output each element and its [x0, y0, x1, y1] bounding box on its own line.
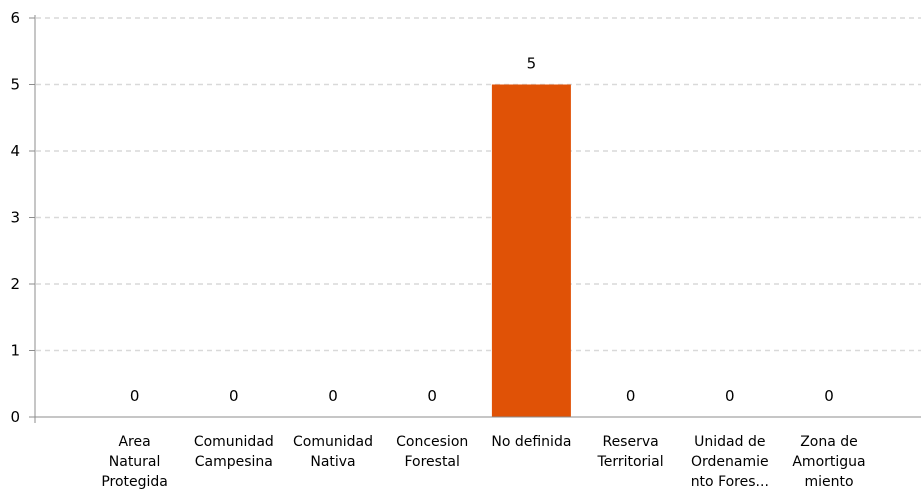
- data-label: 0: [626, 387, 636, 405]
- data-label: 5: [527, 55, 537, 73]
- x-tick-label: Unidad de Ordenamie nto Fores...: [691, 434, 769, 490]
- data-label: 0: [824, 387, 834, 405]
- x-tick-label: Zona de Amortigua miento: [792, 434, 865, 490]
- x-tick-label: No definida: [491, 434, 571, 450]
- x-tick-label: Comunidad Nativa: [293, 434, 373, 470]
- bar: [491, 84, 571, 417]
- x-tick-label: Area Natural Protegida: [101, 434, 168, 490]
- y-tick-label: 2: [10, 275, 20, 293]
- axes: [29, 15, 921, 423]
- y-tick-label: 0: [10, 408, 20, 426]
- x-tick-label: Concesion Forestal: [396, 434, 468, 470]
- y-tick-label: 1: [10, 342, 20, 360]
- data-label: 0: [427, 387, 437, 405]
- bars: [491, 84, 571, 417]
- x-tick-label: Comunidad Campesina: [194, 434, 274, 470]
- y-tick-label: 3: [10, 209, 20, 227]
- y-tick-label: 4: [10, 142, 20, 160]
- data-label: 0: [229, 387, 239, 405]
- gridlines: [36, 17, 921, 352]
- y-tick-label: 5: [10, 76, 20, 94]
- x-tick-label: Reserva Territorial: [597, 434, 664, 470]
- data-label: 0: [130, 387, 140, 405]
- y-tick-label: 6: [10, 9, 20, 27]
- labels: 0 1 2 3 4 5 6 0 Area Natural Protegida 0 Comunidad Ca…: [10, 9, 865, 490]
- data-label: 0: [725, 387, 735, 405]
- data-label: 0: [328, 387, 338, 405]
